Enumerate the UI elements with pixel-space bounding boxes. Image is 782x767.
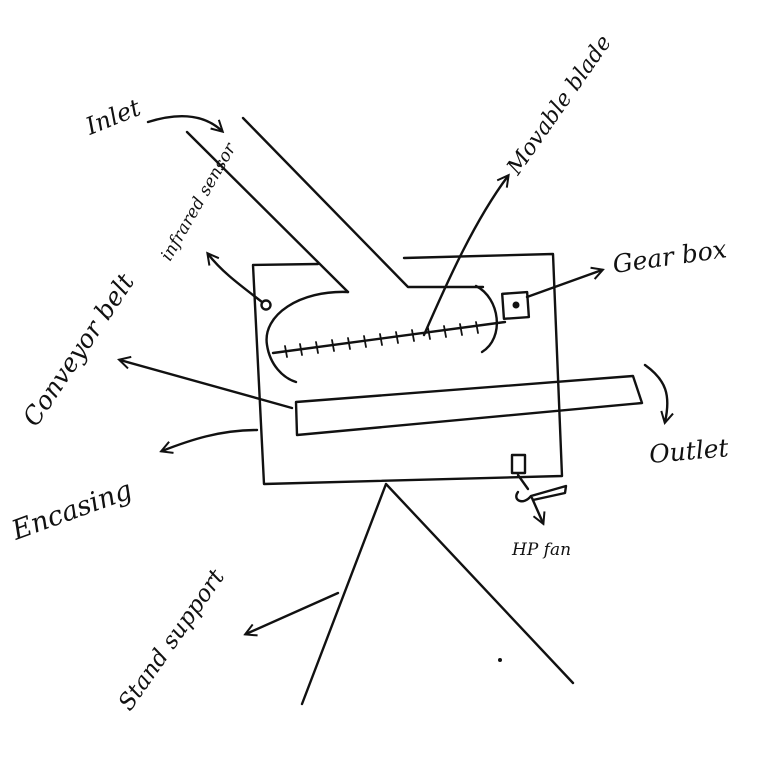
gear-box-shape	[500, 290, 531, 321]
conveyor-belt-label: Conveyor belt	[17, 268, 141, 432]
chamber-right-arc	[474, 284, 498, 354]
chamber-left-arc	[265, 290, 350, 384]
blade-shaft	[271, 320, 507, 355]
stand-support-label: Stand support	[114, 564, 231, 715]
encasing-arrow	[162, 428, 259, 451]
hp-fan-motor	[510, 453, 527, 475]
blade-arrow	[422, 176, 508, 337]
blade-teeth	[284, 321, 479, 358]
gear-box-arrow	[525, 270, 602, 299]
stand-support-shape	[300, 482, 575, 706]
stand-arrow	[246, 591, 340, 634]
inlet-chute	[185, 116, 485, 294]
encasing-label: Encasing	[7, 475, 136, 547]
infrared-sensor-label: infrared sensor	[157, 139, 241, 264]
infrared-sensor-shape	[260, 299, 272, 311]
gear-box-dot	[512, 301, 520, 309]
movable-blade-label: Movable blade	[502, 31, 617, 180]
outlet-arrow	[643, 363, 667, 422]
inlet-arrow	[146, 115, 222, 131]
sensor-arrow	[208, 254, 264, 304]
conveyor-belt-shape	[294, 374, 644, 437]
hp-fan-label: HP fan	[511, 540, 571, 560]
inlet-label: Inlet	[81, 93, 145, 141]
hp-fan-blade	[515, 473, 568, 503]
conveyor-arrow	[120, 360, 294, 410]
outlet-label: Outlet	[648, 433, 731, 469]
encasing-box	[251, 252, 564, 486]
gear-box-label: Gear box	[611, 234, 729, 279]
stand-dot	[498, 658, 502, 662]
hp-fan-arrow	[530, 496, 543, 523]
